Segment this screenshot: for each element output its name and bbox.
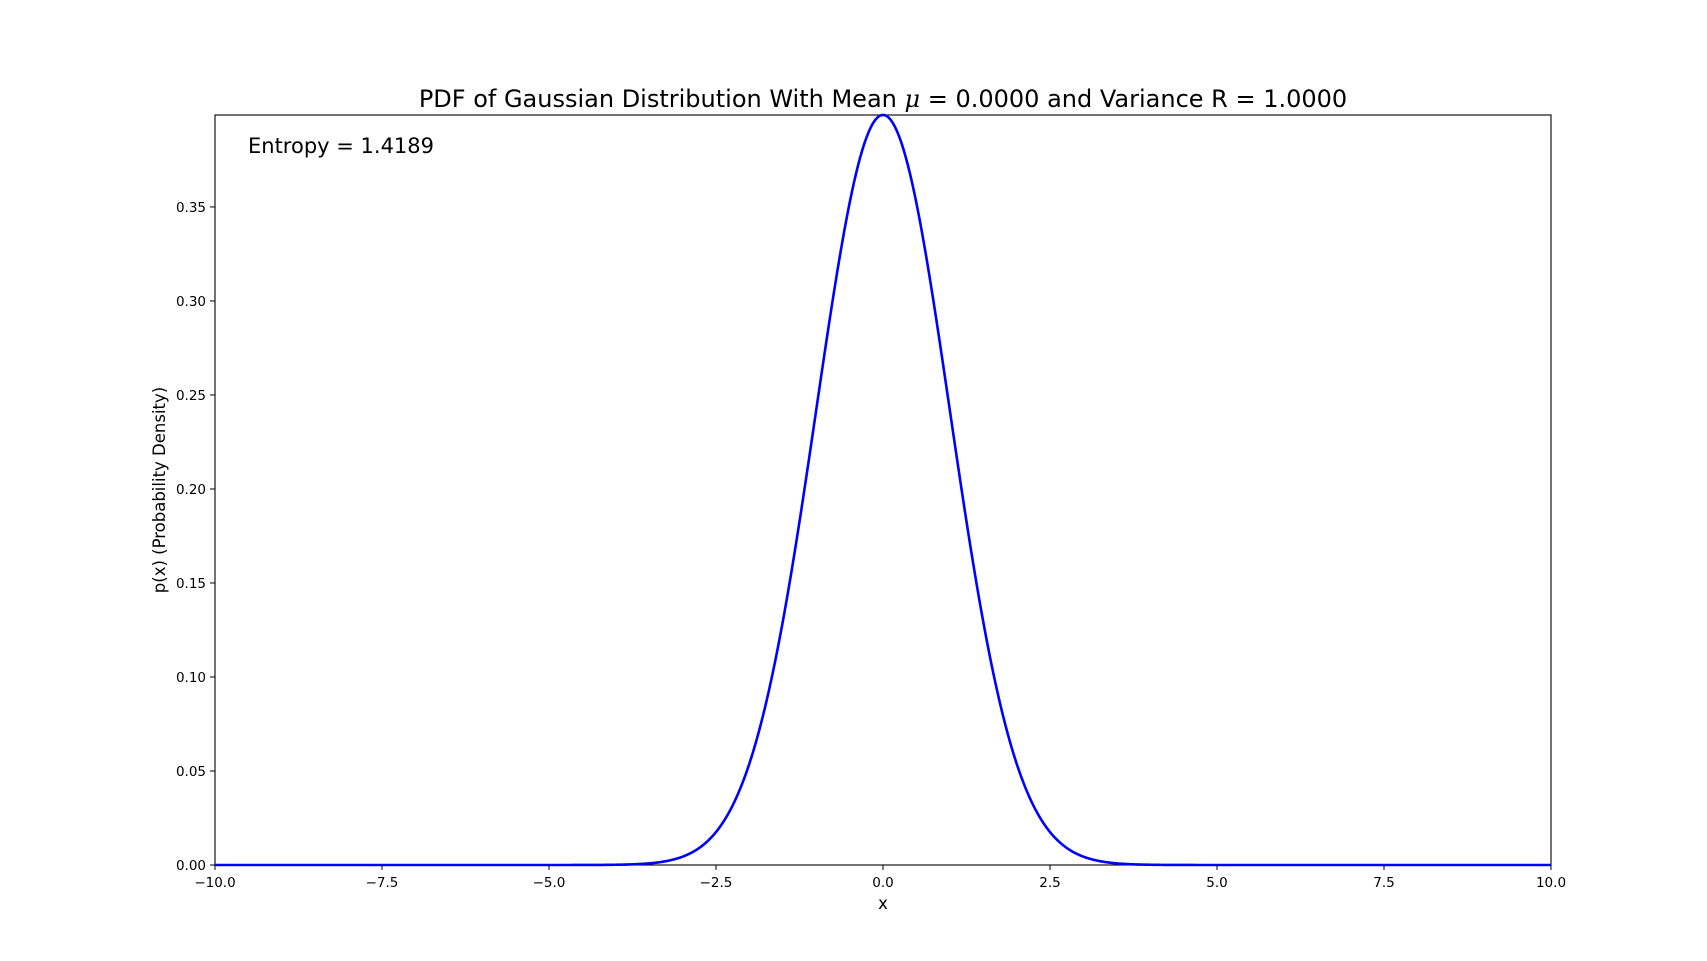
- y-tick-label: 0.10: [176, 670, 206, 686]
- x-tick-label: 7.5: [1373, 875, 1394, 891]
- x-axis-ticks: −10.0 −7.5 −5.0 −2.5 0.0 2.5 5.0 7.5 10.0: [194, 865, 1566, 891]
- y-axis-label: p(x) (Probability Density): [150, 387, 169, 593]
- x-tick-label: −7.5: [366, 875, 399, 891]
- x-tick-label: 2.5: [1039, 875, 1060, 891]
- title-prefix: PDF of Gaussian Distribution With Mean: [419, 85, 905, 113]
- y-tick-label: 0.25: [176, 388, 206, 404]
- y-tick-label: 0.20: [176, 482, 206, 498]
- y-tick-label: 0.15: [176, 576, 206, 592]
- chart-title: PDF of Gaussian Distribution With Mean μ…: [419, 85, 1347, 113]
- x-tick-label: −2.5: [700, 875, 733, 891]
- y-tick-label: 0.05: [176, 764, 206, 780]
- x-tick-label: 0.0: [872, 875, 893, 891]
- plot-area-frame: [214, 114, 1552, 866]
- title-suffix: = 0.0000 and Variance R = 1.0000: [920, 85, 1347, 113]
- y-tick-label: 0.00: [176, 858, 206, 874]
- x-tick-label: 10.0: [1536, 875, 1566, 891]
- y-axis-ticks: 0.00 0.05 0.10 0.15 0.20 0.25 0.30 0.35: [176, 200, 215, 874]
- x-tick-label: −5.0: [533, 875, 566, 891]
- y-tick-label: 0.35: [176, 200, 206, 216]
- x-axis-label: x: [878, 894, 888, 913]
- series-line-0: [214, 113, 1552, 867]
- series-group: [214, 113, 1552, 867]
- title-mu-symbol: μ: [904, 85, 920, 113]
- entropy-annotation: Entropy = 1.4189: [248, 134, 434, 158]
- y-tick-label: 0.30: [176, 294, 206, 310]
- x-tick-label: −10.0: [194, 875, 235, 891]
- x-tick-label: 5.0: [1206, 875, 1227, 891]
